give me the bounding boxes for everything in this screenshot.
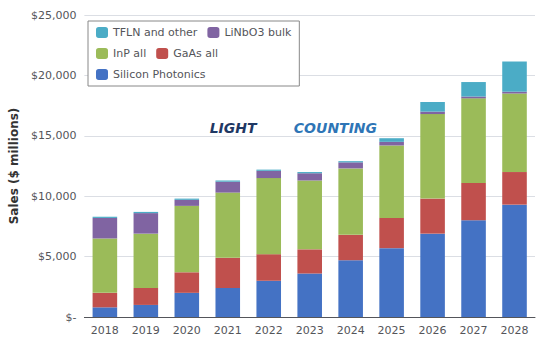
svg-text:2021: 2021 xyxy=(214,324,242,337)
svg-text:$20,000: $20,000 xyxy=(31,69,77,82)
svg-text:2027: 2027 xyxy=(460,324,488,337)
svg-text:LIGHT: LIGHT xyxy=(210,120,258,136)
svg-text:COUNTING: COUNTING xyxy=(294,120,377,136)
svg-text:Sales ($ millions): Sales ($ millions) xyxy=(7,108,21,225)
svg-text:InP all: InP all xyxy=(113,47,146,60)
svg-text:TFLN and other: TFLN and other xyxy=(112,26,198,39)
svg-text:LiNbO3 bulk: LiNbO3 bulk xyxy=(224,26,292,39)
svg-text:2028: 2028 xyxy=(501,324,529,337)
svg-text:2024: 2024 xyxy=(337,324,365,337)
svg-text:$5,000: $5,000 xyxy=(38,250,77,263)
svg-text:2022: 2022 xyxy=(255,324,283,337)
svg-text:$15,000: $15,000 xyxy=(31,129,77,142)
svg-text:2023: 2023 xyxy=(296,324,324,337)
svg-text:2020: 2020 xyxy=(173,324,201,337)
svg-text:Silicon Photonics: Silicon Photonics xyxy=(113,68,206,81)
svg-text:GaAs all: GaAs all xyxy=(173,47,218,60)
svg-text:2025: 2025 xyxy=(378,324,406,337)
svg-text:2019: 2019 xyxy=(132,324,160,337)
svg-text:2018: 2018 xyxy=(91,324,119,337)
svg-text:2026: 2026 xyxy=(419,324,447,337)
svg-text:$-: $- xyxy=(65,311,76,324)
svg-text:$10,000: $10,000 xyxy=(31,190,77,203)
svg-text:$25,000: $25,000 xyxy=(31,9,77,22)
